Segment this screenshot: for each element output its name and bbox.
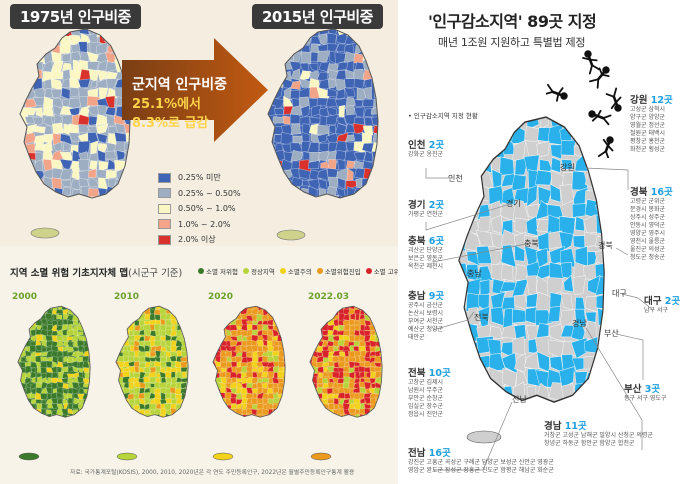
korea-map-1975 xyxy=(19,28,131,199)
legend-item: 소멸 고위험 xyxy=(365,266,406,276)
map-label-gyeongnam: 경남 xyxy=(572,319,587,328)
korea-map-2015 xyxy=(267,28,379,199)
year-2020-label: 2020 xyxy=(208,292,234,302)
legend-item: 2.0% 이상 xyxy=(158,232,241,248)
jeju-island-2022 xyxy=(310,452,332,461)
region-chungnam: 충남 9곳 공주시 금산군 논산시 보령시 부여군 서천군 예산군 청양군 태안군 xyxy=(408,291,445,341)
year-2022-label: 2022.03 xyxy=(308,292,349,302)
map-label-gyeonggi: 경기 xyxy=(506,199,521,208)
map-label-jeonnam: 전남 xyxy=(512,395,527,404)
map-label-incheon: 인천 xyxy=(448,174,463,183)
extinction-map-2010 xyxy=(115,305,189,418)
year-2010-label: 2010 xyxy=(114,292,140,302)
jeju-island-2020 xyxy=(212,452,234,461)
population-share-legend: 0.25% 미만 0.25% ~ 0.50% 0.50% ~ 1.0% 1.0%… xyxy=(158,170,241,248)
jeju-island-1975 xyxy=(30,227,60,239)
depopulation-title: '인구감소지역' 89곳 지정 xyxy=(428,12,597,31)
depopulation-map xyxy=(458,116,606,403)
legend-item: 소멸위험진입 xyxy=(316,266,361,276)
region-chungbuk: 충북 6곳 괴산군 단양군 보은군 영동군 옥천군 제천시 xyxy=(408,236,445,270)
depopulation-subtitle: 매년 1조원 지원하고 특별법 제정 xyxy=(438,36,586,49)
extinction-map-2020 xyxy=(212,305,286,418)
depopulation-areas-panel: '인구감소지역' 89곳 지정 매년 1조원 지원하고 특별법 제정 • 인구감… xyxy=(398,0,687,484)
year-1975-title: 1975년 인구비중 xyxy=(10,4,141,29)
extinction-map-title: 지역 소멸 위험 기초지자체 맵(시군구 기준) xyxy=(10,268,183,279)
map-label-chungnam: 충남 xyxy=(467,269,482,278)
region-incheon: 인천 2곳 강화군 옹진군 xyxy=(408,140,445,158)
map-label-gyeongbuk: 경북 xyxy=(598,241,613,250)
decline-arrow-text: 군지역 인구비중 25.1%에서 8.3%로 급감 xyxy=(132,76,262,133)
jeju-island-depopulation xyxy=(466,430,502,444)
callout-leaders xyxy=(425,167,654,471)
map-label-busan: 부산 xyxy=(604,329,619,338)
region-gyeongnam: 경남 11곳 거창군 고성군 남해군 밀양시 산청군 의령군 창녕군 하동군 함안… xyxy=(544,421,653,447)
jeju-island-2015 xyxy=(276,229,306,241)
region-jeonnam: 전남 16곳 강진군 고흥군 곡성군 구례군 담양군 보성군 신안군 영광군 영암… xyxy=(408,448,554,474)
map-label-jeonbuk: 전북 xyxy=(474,313,489,322)
legend-item: 소멸 저위험 xyxy=(198,266,238,276)
jeju-island-2000 xyxy=(18,452,40,461)
extinction-map-2022 xyxy=(309,305,383,418)
legend-item: 0.25% ~ 0.50% xyxy=(158,186,241,202)
region-gyeongbuk: 경북 16곳 고령군 군위군 문경시 봉화군 상주시 성주군 안동시 영덕군 영양군 영… xyxy=(630,187,673,261)
region-daegu: 대구 2곳 남구 서구 xyxy=(644,296,681,314)
legend-item: 0.25% 미만 xyxy=(158,170,241,186)
map-label-chungbuk: 충북 xyxy=(524,239,539,248)
extinction-legend: 소멸 저위험 정상지역 소멸주의 소멸위험진입 소멸 고위험 xyxy=(198,266,406,276)
falling-people-illustration xyxy=(546,50,622,158)
legend-item: 1.0% ~ 2.0% xyxy=(158,217,241,233)
designation-status-label: • 인구감소지역 지정 현황 xyxy=(408,112,478,120)
year-2015-title: 2015년 인구비중 xyxy=(252,4,383,29)
year-2000-label: 2000 xyxy=(12,292,38,302)
arrow-line-to: 8.3%로 급감 xyxy=(132,116,209,131)
decline-arrow xyxy=(122,38,268,142)
region-gangwon: 강원 12곳 고성군 삼척시 양구군 양양군 영월군 정선군 철원군 태백시 평창군 홍… xyxy=(630,95,673,153)
extinction-map-2000 xyxy=(17,305,91,418)
arrow-line-from: 25.1%에서 xyxy=(132,97,202,112)
arrow-title: 군지역 인구비중 xyxy=(132,77,228,93)
map-label-daegu: 대구 xyxy=(612,289,627,298)
region-gyeonggi: 경기 2곳 가평군 연천군 xyxy=(408,200,445,218)
region-busan: 부산 3곳 동구 서구 영도구 xyxy=(624,384,667,402)
source-note: 자료: 국가통계포털(KOSIS), 2000, 2010, 2020년은 각 … xyxy=(70,470,355,476)
region-jeonbuk: 전북 10곳 고창군 김제시 남원시 무주군 부안군 순창군 임실군 장수군 정읍시 진… xyxy=(408,368,451,418)
extinction-risk-panel: 지역 소멸 위험 기초지자체 맵(시군구 기준) 소멸 저위험 정상지역 소멸주… xyxy=(0,246,406,484)
jeju-island-2010 xyxy=(116,452,138,461)
population-share-panel: 1975년 인구비중 2015년 인구비중 군지역 인구비중 25.1%에서 8… xyxy=(0,0,398,246)
legend-item: 소멸주의 xyxy=(279,266,312,276)
map-label-gangwon: 강원 xyxy=(560,163,575,172)
legend-item: 0.50% ~ 1.0% xyxy=(158,201,241,217)
legend-item: 정상지역 xyxy=(242,266,275,276)
